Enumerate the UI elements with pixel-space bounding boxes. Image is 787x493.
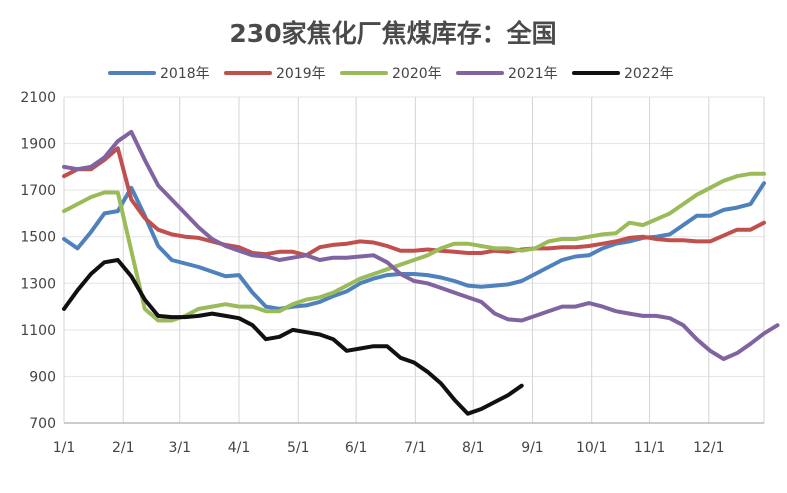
x-tick-label: 11/1 [634,440,665,456]
y-tick-label: 2100 [20,90,56,106]
chart-title: 230家焦化厂焦煤库存：全国 [229,19,556,48]
x-tick-label: 1/1 [53,440,76,456]
x-tick-label: 5/1 [287,440,310,456]
x-tick-label: 4/1 [228,440,251,456]
legend-label: 2022年 [624,66,674,82]
series-line-1 [62,181,766,311]
series-layer [62,129,780,416]
x-tick-label: 8/1 [462,440,485,456]
x-tick-label: 7/1 [404,440,427,456]
legend-label: 2021年 [508,66,558,82]
x-tick-label: 10/1 [576,440,607,456]
legend-label: 2020年 [392,66,442,82]
x-tick-label: 3/1 [169,440,192,456]
x-tick-label: 6/1 [345,440,368,456]
y-tick-label: 1100 [20,323,56,339]
x-tick-label: 12/1 [693,440,724,456]
series-line-5 [62,258,524,416]
y-tick-label: 1300 [20,276,56,292]
series-line-4 [62,129,780,361]
y-tick-label: 1900 [20,137,56,153]
legend: 2018年 2019年 2020年 2021年 2022年 [108,66,674,82]
legend-label: 2019年 [276,66,326,82]
y-tick-label: 1500 [20,230,56,246]
axes: 700 900 1100 1300 1500 1700 1900 2100 1/1 2/1 3/1 4… [20,90,764,456]
x-tick-label: 2/1 [112,440,135,456]
legend-label: 2018年 [160,66,210,82]
y-tick-label: 900 [29,369,56,385]
y-tick-label: 700 [29,416,56,432]
series-line-2 [62,146,766,258]
x-tick-label: 9/1 [521,440,544,456]
y-tick-label: 1700 [20,183,56,199]
